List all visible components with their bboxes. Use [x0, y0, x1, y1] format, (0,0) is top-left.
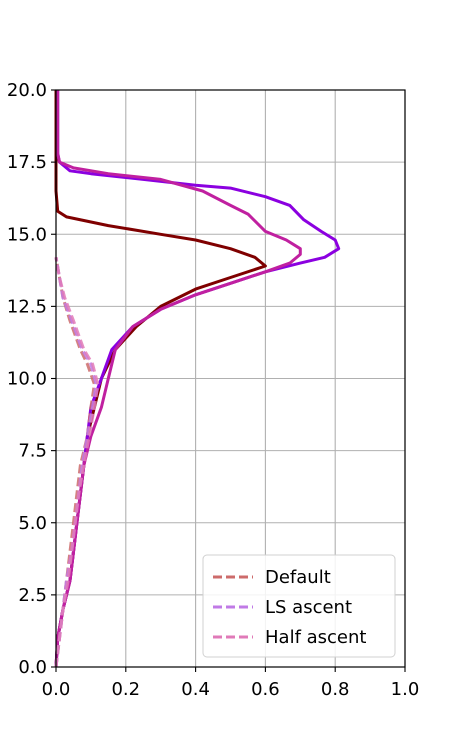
y-tick-label: 2.5 [18, 585, 47, 606]
series-line-5 [54, 257, 98, 668]
legend-label: LS ascent [265, 597, 352, 618]
axis-ticks: 0.0 0.2 0.4 0.6 0.8 1.0 0.0 2.5 5.0 7.5 10.0 12.5 15… [7, 80, 419, 700]
legend-label: Half ascent [265, 627, 366, 648]
y-tick-label: 7.5 [18, 441, 47, 462]
y-tick-label: 15.0 [7, 224, 47, 245]
series-line-4 [54, 257, 96, 668]
legend-box [202, 554, 396, 658]
x-tick-label: 1.0 [391, 679, 420, 700]
x-tick-label: 0.4 [181, 679, 210, 700]
y-tick-label: 20.0 [7, 80, 47, 101]
y-tick-label: 5.0 [18, 513, 47, 534]
y-tick-label: 10.0 [7, 369, 47, 390]
x-tick-label: 0.8 [321, 679, 350, 700]
legend-label: Default [265, 567, 331, 588]
series-layer [54, 90, 341, 668]
x-tick-label: 0.6 [251, 679, 280, 700]
series-line-6 [54, 257, 100, 668]
y-tick-label: 0.0 [18, 657, 47, 678]
legend: Default LS ascent Half ascent [202, 554, 396, 658]
y-tick-label: 17.5 [7, 152, 47, 173]
x-tick-label: 0.2 [111, 679, 140, 700]
x-tick-label: 0.0 [42, 679, 71, 700]
series-line-3 [54, 90, 302, 668]
y-tick-label: 12.5 [7, 296, 47, 317]
